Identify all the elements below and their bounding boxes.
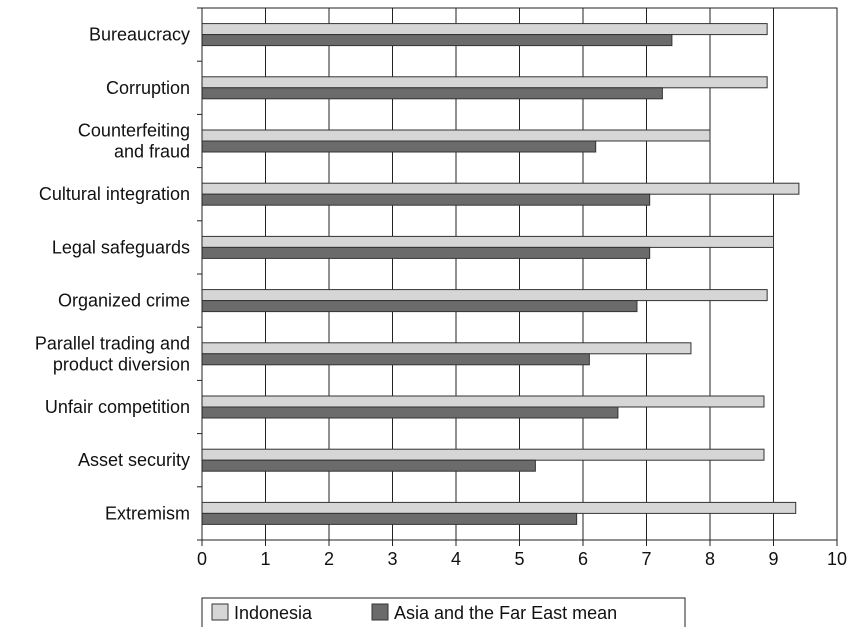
bar: [201, 23, 768, 36]
category-label: Cultural integration: [39, 184, 190, 204]
bar: [201, 459, 536, 472]
category-label: Legal safeguards: [52, 237, 190, 257]
bar: [201, 182, 800, 195]
bar: [201, 395, 765, 408]
axes: [197, 7, 838, 546]
labels: 0 1 2 3 4 5 6 7 8 9 10 Bureaucracy Corruption Counter…: [35, 25, 847, 569]
bar: [201, 501, 797, 514]
x-tick-label: 8: [705, 549, 715, 569]
bar: [201, 87, 663, 100]
bar: [201, 140, 597, 153]
bar: [201, 342, 692, 355]
bar: [201, 289, 768, 302]
bar: [201, 448, 765, 461]
bar: [201, 129, 711, 142]
x-tick-label: 7: [641, 549, 651, 569]
category-label: Asset security: [78, 450, 190, 470]
category-label: Bureaucracy: [89, 25, 190, 45]
bar: [201, 406, 619, 419]
category-label: Organized crime: [58, 291, 190, 311]
x-tick-label: 3: [387, 549, 397, 569]
category-label: Corruption: [106, 78, 190, 98]
legend-label: Asia and the Far East mean: [394, 603, 617, 623]
legend-swatch: [371, 603, 389, 621]
bar: [201, 235, 774, 248]
bar: [201, 512, 578, 525]
x-tick-label: 5: [514, 549, 524, 569]
legend-swatch: [211, 603, 229, 621]
bars: [201, 23, 800, 525]
bar: [201, 300, 638, 313]
bar: [201, 353, 590, 366]
x-tick-label: 0: [197, 549, 207, 569]
bar: [201, 76, 768, 89]
category-label: Extremism: [105, 503, 190, 523]
x-tick-label: 2: [324, 549, 334, 569]
legend-box: [201, 597, 686, 629]
category-label: product diversion: [53, 354, 190, 374]
category-label: Counterfeiting: [78, 121, 190, 141]
legend: Indonesia Asia and the Far East mean: [201, 597, 686, 629]
x-tick-label: 9: [768, 549, 778, 569]
x-tick-label: 4: [451, 549, 461, 569]
bar: [201, 246, 651, 259]
bar: [201, 193, 651, 206]
bar: [201, 34, 673, 47]
x-tick-label: 1: [260, 549, 270, 569]
category-label: Unfair competition: [45, 397, 190, 417]
x-tick-label: 6: [578, 549, 588, 569]
category-label: Parallel trading and: [35, 333, 190, 353]
x-tick-label: 10: [827, 549, 847, 569]
category-label: and fraud: [114, 142, 190, 162]
legend-label: Indonesia: [234, 603, 313, 623]
